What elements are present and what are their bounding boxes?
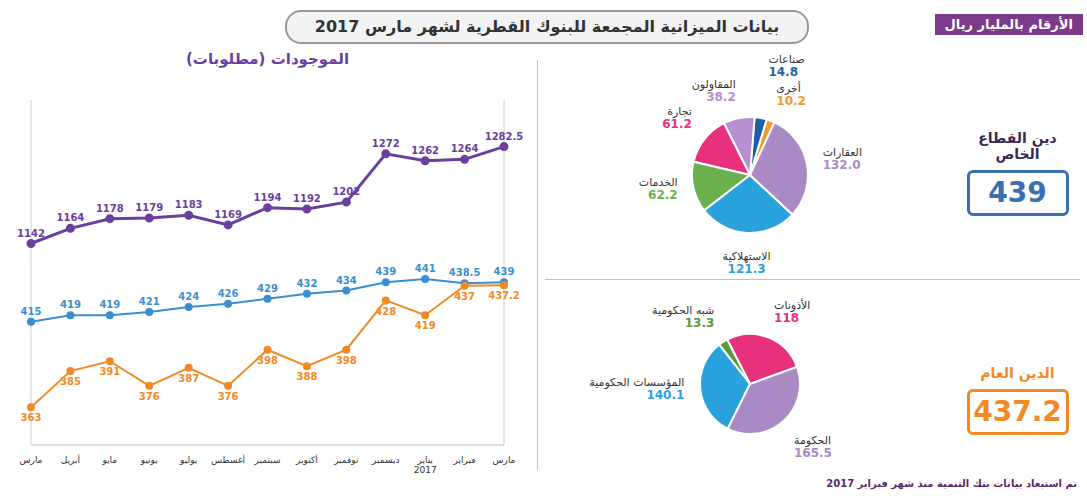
svg-text:يونيو: يونيو bbox=[140, 455, 159, 465]
svg-text:مارس: مارس bbox=[20, 455, 43, 465]
svg-text:نوفمبر: نوفمبر bbox=[333, 455, 358, 465]
svg-text:1282.5: 1282.5 bbox=[485, 131, 524, 142]
svg-text:المؤسسات الحكومية: المؤسسات الحكومية bbox=[589, 375, 685, 389]
svg-text:المقاولون: المقاولون bbox=[691, 78, 736, 92]
svg-text:376: 376 bbox=[139, 391, 160, 402]
svg-text:10.2: 10.2 bbox=[776, 94, 806, 108]
svg-text:1142: 1142 bbox=[17, 228, 45, 239]
svg-text:62.2: 62.2 bbox=[648, 188, 678, 202]
svg-text:424: 424 bbox=[178, 291, 199, 302]
svg-text:429: 429 bbox=[257, 283, 278, 294]
svg-text:132.0: 132.0 bbox=[823, 158, 861, 172]
svg-text:1169: 1169 bbox=[214, 209, 242, 220]
svg-text:الأذونات: الأذونات bbox=[774, 298, 810, 312]
svg-text:يناير2017: يناير2017 bbox=[414, 455, 437, 475]
svg-text:140.1: 140.1 bbox=[646, 388, 684, 402]
svg-text:419: 419 bbox=[60, 299, 81, 310]
svg-text:438.5: 438.5 bbox=[449, 267, 481, 278]
svg-text:376: 376 bbox=[218, 391, 239, 402]
html-text:439: 439 bbox=[988, 176, 1047, 209]
svg-text:428: 428 bbox=[375, 306, 396, 317]
svg-text:415: 415 bbox=[21, 306, 42, 317]
svg-text:437.2: 437.2 bbox=[488, 290, 520, 301]
svg-text:1194: 1194 bbox=[254, 192, 282, 203]
svg-text:437: 437 bbox=[454, 291, 475, 302]
svg-text:فبراير: فبراير bbox=[453, 455, 476, 465]
svg-text:385: 385 bbox=[60, 376, 81, 387]
svg-text:أغسطس: أغسطس bbox=[211, 454, 245, 465]
svg-text:العقارات: العقارات bbox=[822, 145, 862, 159]
html-text:بيانات الميزانية المجمعة للبنو: بيانات الميزانية المجمعة للبنوك القطرية … bbox=[314, 17, 780, 36]
html-text:الدين العام: الدين العام bbox=[980, 365, 1055, 381]
svg-text:1183: 1183 bbox=[175, 199, 203, 210]
svg-text:1179: 1179 bbox=[135, 202, 163, 213]
svg-text:388: 388 bbox=[296, 371, 317, 382]
svg-text:398: 398 bbox=[257, 355, 278, 366]
svg-text:صناعات: صناعات bbox=[768, 52, 805, 66]
svg-text:الخدمات: الخدمات bbox=[638, 175, 678, 189]
svg-text:419: 419 bbox=[415, 320, 436, 331]
svg-text:1264: 1264 bbox=[451, 143, 479, 154]
html-text:تم استبعاد بيانات بنك التنمية: تم استبعاد بيانات بنك التنمية منذ شهر فب… bbox=[826, 478, 1077, 489]
svg-text:1272: 1272 bbox=[372, 138, 400, 149]
svg-text:14.8: 14.8 bbox=[768, 65, 798, 79]
svg-text:سبتمبر: سبتمبر bbox=[254, 455, 281, 465]
svg-text:118: 118 bbox=[774, 311, 799, 325]
svg-text:13.3: 13.3 bbox=[685, 316, 715, 330]
html-text:الموجودات (مطلوبات): الموجودات (مطلوبات) bbox=[186, 50, 349, 68]
svg-text:61.2: 61.2 bbox=[662, 117, 692, 131]
svg-text:432: 432 bbox=[296, 278, 317, 289]
svg-text:1192: 1192 bbox=[293, 193, 321, 204]
svg-text:165.5: 165.5 bbox=[794, 446, 832, 460]
html-text:دين القطاع الخاص: دين القطاع الخاص bbox=[978, 130, 1057, 162]
svg-text:398: 398 bbox=[336, 355, 357, 366]
svg-text:363: 363 bbox=[21, 412, 42, 423]
svg-text:38.2: 38.2 bbox=[706, 90, 736, 104]
svg-text:ديسمبر: ديسمبر bbox=[371, 455, 399, 465]
svg-text:1164: 1164 bbox=[56, 212, 84, 223]
svg-text:421: 421 bbox=[139, 296, 160, 307]
svg-text:الحكومة: الحكومة bbox=[794, 434, 832, 448]
svg-text:391: 391 bbox=[99, 366, 120, 377]
svg-text:387: 387 bbox=[178, 373, 199, 384]
svg-text:يوليو: يوليو bbox=[179, 455, 198, 465]
svg-text:1202: 1202 bbox=[332, 186, 360, 197]
svg-text:أخرى: أخرى bbox=[776, 81, 801, 95]
svg-text:1262: 1262 bbox=[411, 145, 439, 156]
svg-text:أبريل: أبريل bbox=[61, 454, 80, 465]
svg-text:أكتوبر: أكتوبر bbox=[295, 454, 318, 465]
svg-text:439: 439 bbox=[375, 266, 396, 277]
svg-text:426: 426 bbox=[218, 288, 239, 299]
svg-text:1178: 1178 bbox=[96, 203, 124, 214]
svg-text:441: 441 bbox=[415, 263, 436, 274]
html-text:الأرقام بالمليار ريال: الأرقام بالمليار ريال bbox=[944, 17, 1073, 32]
svg-text:مايو: مايو bbox=[101, 455, 117, 465]
svg-text:439: 439 bbox=[494, 266, 515, 277]
svg-text:419: 419 bbox=[99, 299, 120, 310]
svg-text:مارس: مارس bbox=[493, 455, 516, 465]
svg-text:434: 434 bbox=[336, 275, 357, 286]
svg-text:شبه الحكومية: شبه الحكومية bbox=[652, 304, 715, 318]
svg-text:121.3: 121.3 bbox=[728, 262, 766, 275]
svg-text:تجارة: تجارة bbox=[667, 105, 692, 119]
html-text:437.2: 437.2 bbox=[973, 395, 1062, 428]
svg-text:الاستهلاكية: الاستهلاكية bbox=[722, 249, 771, 263]
